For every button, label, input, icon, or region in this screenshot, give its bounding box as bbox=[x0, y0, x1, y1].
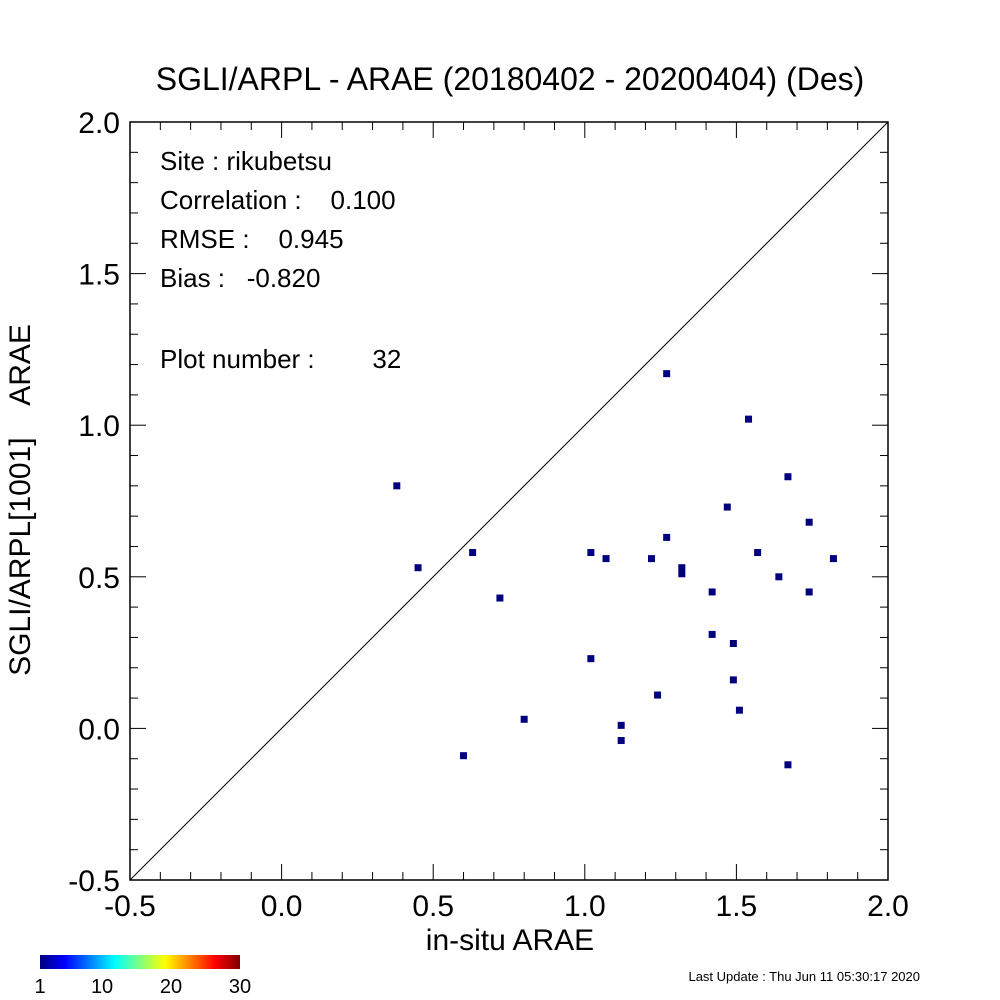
x-tick-label: -0.5 bbox=[104, 890, 156, 923]
y-tick-label: 1.5 bbox=[78, 259, 120, 292]
data-point bbox=[729, 676, 737, 684]
data-point bbox=[469, 549, 477, 557]
rmse-label: RMSE : 0.945 bbox=[160, 224, 344, 254]
x-tick-label: 1.0 bbox=[564, 890, 606, 923]
colorbar-gradient bbox=[40, 955, 240, 969]
data-point bbox=[829, 555, 837, 563]
data-point bbox=[754, 549, 762, 557]
stats-box: Site : rikubetsu Correlation : 0.100 RMS… bbox=[160, 146, 401, 374]
data-point bbox=[745, 415, 753, 423]
data-point bbox=[663, 533, 671, 541]
data-point bbox=[775, 573, 783, 581]
data-point bbox=[708, 588, 716, 596]
data-point bbox=[729, 640, 737, 648]
data-point bbox=[663, 370, 671, 378]
data-point bbox=[708, 630, 716, 638]
data-point bbox=[678, 564, 686, 572]
data-point bbox=[784, 761, 792, 769]
y-tick-label: 0.5 bbox=[78, 562, 120, 595]
plot-frame bbox=[129, 121, 889, 881]
colorbar: 1 10 20 30 bbox=[34, 955, 251, 998]
bias-label: Bias : -0.820 bbox=[160, 263, 320, 293]
colorbar-tick-label: 1 bbox=[34, 976, 45, 998]
data-point bbox=[617, 721, 625, 729]
x-tick-label: 2.0 bbox=[867, 890, 909, 923]
data-point bbox=[648, 555, 656, 563]
y-tick-label: 1.0 bbox=[78, 410, 120, 443]
x-tick-label: 1.5 bbox=[716, 890, 758, 923]
colorbar-tick-label: 20 bbox=[160, 976, 182, 998]
data-point bbox=[587, 549, 595, 557]
axis-ticks: -0.5 0.0 0.5 1.0 1.5 2.0 -0.5 0.0 0.5 1.0 1.5 2.0 bbox=[68, 107, 909, 923]
data-point bbox=[723, 503, 731, 511]
y-axis-label: SGLI/ARPL[1001] ARAE bbox=[4, 324, 37, 676]
data-point bbox=[393, 482, 401, 490]
chart-title: SGLI/ARPL - ARAE (20180402 - 20200404) (… bbox=[156, 61, 865, 97]
data-point bbox=[602, 555, 610, 563]
data-point bbox=[414, 564, 422, 572]
data-point bbox=[805, 588, 813, 596]
data-point bbox=[735, 706, 743, 714]
data-point bbox=[460, 752, 468, 760]
site-label: Site : rikubetsu bbox=[160, 146, 332, 176]
data-point bbox=[784, 473, 792, 481]
last-update-text: Last Update : Thu Jun 11 05:30:17 2020 bbox=[688, 969, 920, 984]
one-to-one-line bbox=[129, 121, 889, 881]
y-tick-label: -0.5 bbox=[68, 865, 120, 898]
x-axis-label: in-situ ARAE bbox=[426, 924, 594, 957]
correlation-label: Correlation : 0.100 bbox=[160, 185, 396, 215]
colorbar-tick-label: 10 bbox=[91, 976, 113, 998]
data-point bbox=[805, 518, 813, 526]
colorbar-tick-label: 30 bbox=[229, 976, 251, 998]
data-point bbox=[496, 594, 504, 602]
data-points bbox=[393, 370, 837, 769]
y-tick-label: 2.0 bbox=[78, 107, 120, 140]
plot-number-label: Plot number : 32 bbox=[160, 344, 401, 374]
y-tick-label: 0.0 bbox=[78, 713, 120, 746]
data-point bbox=[520, 715, 528, 723]
data-point bbox=[587, 655, 595, 663]
data-point bbox=[617, 737, 625, 745]
x-tick-label: 0.0 bbox=[261, 890, 303, 923]
data-point bbox=[654, 691, 662, 699]
data-point bbox=[678, 570, 686, 578]
x-tick-label: 0.5 bbox=[412, 890, 454, 923]
colorbar-ticks: 1 10 20 30 bbox=[34, 976, 251, 998]
